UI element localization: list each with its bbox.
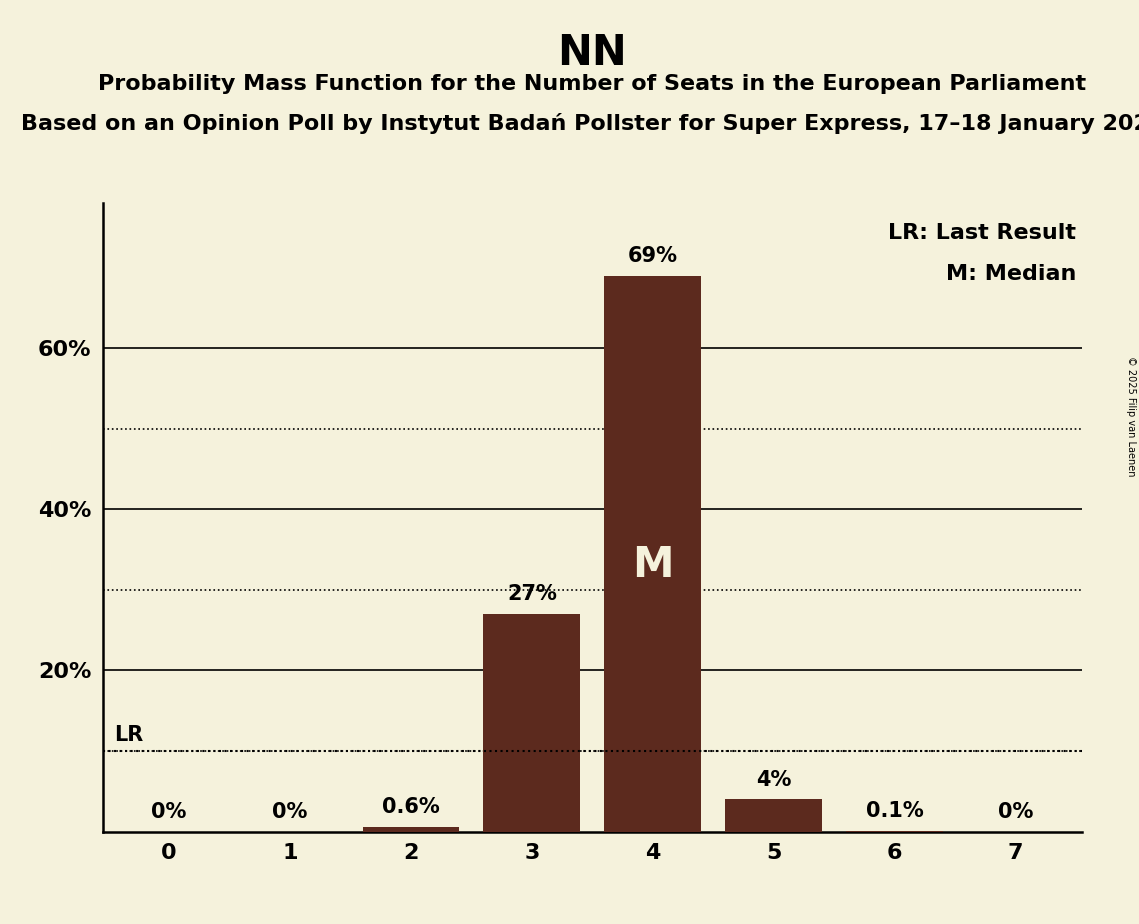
Bar	[726, 799, 822, 832]
Bar	[605, 275, 702, 832]
Text: 0%: 0%	[151, 802, 187, 822]
Text: 0%: 0%	[998, 802, 1033, 822]
Text: 27%: 27%	[507, 585, 557, 604]
Text: © 2025 Filip van Laenen: © 2025 Filip van Laenen	[1126, 356, 1136, 476]
Text: LR: Last Result: LR: Last Result	[888, 224, 1076, 243]
Text: LR: LR	[115, 724, 144, 745]
Text: 69%: 69%	[628, 246, 678, 266]
Text: 0.6%: 0.6%	[382, 797, 440, 817]
Bar	[362, 827, 459, 832]
Bar	[483, 614, 580, 832]
Text: Probability Mass Function for the Number of Seats in the European Parliament: Probability Mass Function for the Number…	[98, 74, 1087, 94]
Text: NN: NN	[557, 32, 628, 74]
Text: M: Median: M: Median	[945, 263, 1076, 284]
Text: 0.1%: 0.1%	[866, 801, 924, 821]
Text: 0%: 0%	[272, 802, 308, 822]
Text: 4%: 4%	[756, 770, 792, 790]
Text: M: M	[632, 544, 673, 586]
Text: Based on an Opinion Poll by Instytut Badań Pollster for Super Express, 17–18 Jan: Based on an Opinion Poll by Instytut Bad…	[21, 113, 1139, 134]
